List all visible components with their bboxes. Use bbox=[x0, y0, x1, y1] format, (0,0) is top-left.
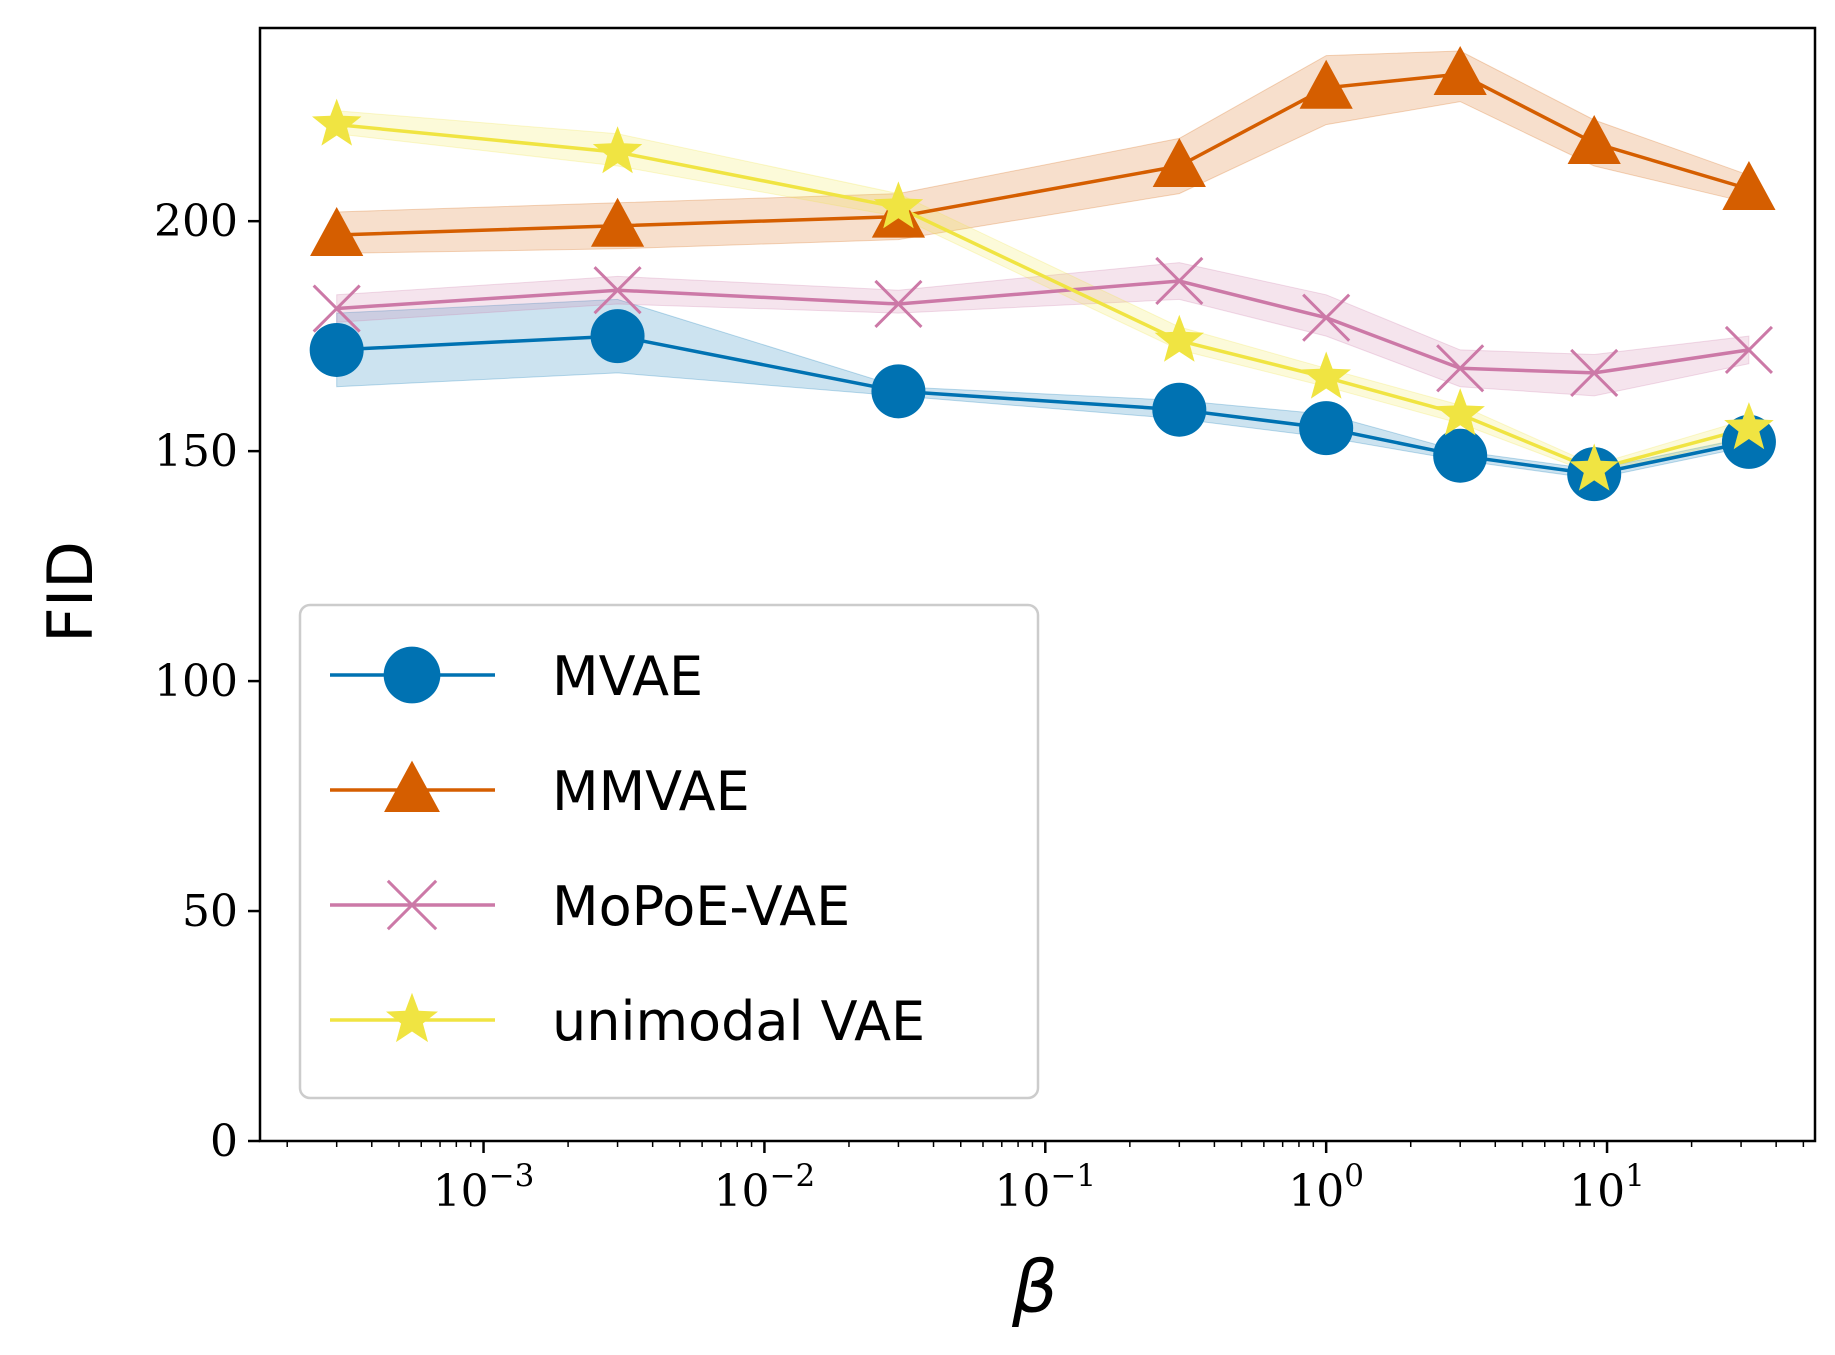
point-mmvae bbox=[590, 197, 645, 247]
point-mmvae bbox=[1567, 114, 1621, 164]
y-tick-label: 150 bbox=[154, 426, 238, 477]
point-mvae bbox=[871, 364, 926, 419]
x-tick-label: 101 bbox=[1569, 1158, 1645, 1217]
legend-items: MVAE MMVAE MoPoE-VAE unimodal VAE bbox=[330, 645, 925, 1053]
legend-label: MMVAE bbox=[552, 760, 750, 823]
legend-item-unimodal-vae: unimodal VAE bbox=[330, 990, 925, 1053]
legend-marker-unimodal-vae bbox=[386, 992, 438, 1043]
y-tick-label: 0 bbox=[210, 1116, 238, 1167]
legend-marker-mvae bbox=[383, 646, 441, 704]
point-mmvae bbox=[310, 206, 364, 256]
point-unimodal-vae bbox=[1435, 388, 1485, 436]
point-unimodal-vae bbox=[1154, 314, 1204, 362]
point-mopoe-vae bbox=[874, 279, 923, 329]
point-unimodal-vae bbox=[312, 98, 362, 146]
point-unimodal-vae bbox=[1301, 351, 1351, 399]
x-axis-title: β bbox=[1011, 1245, 1058, 1329]
point-unimodal-vae bbox=[592, 126, 643, 174]
y-tick-label: 100 bbox=[154, 656, 238, 707]
point-mvae bbox=[1152, 382, 1207, 437]
point-mvae bbox=[590, 309, 645, 364]
point-mopoe-vae bbox=[1436, 344, 1485, 393]
x-axis: 10−3 10−2 10−1 100 101 bbox=[286, 1141, 1805, 1217]
point-mmvae bbox=[1433, 45, 1487, 95]
point-mopoe-vae bbox=[593, 266, 642, 315]
legend-label: unimodal VAE bbox=[552, 990, 925, 1053]
point-unimodal-vae bbox=[1569, 443, 1619, 491]
series-markers bbox=[309, 45, 1776, 502]
x-tick-label: 10−1 bbox=[994, 1158, 1096, 1217]
point-mopoe-vae bbox=[312, 284, 361, 333]
x-tick-label: 100 bbox=[1288, 1158, 1364, 1217]
x-tick-label: 10−2 bbox=[714, 1158, 816, 1217]
point-unimodal-vae bbox=[1724, 402, 1774, 450]
point-mopoe-vae bbox=[1724, 325, 1773, 375]
legend-marker-mmvae bbox=[384, 760, 440, 813]
point-mmvae bbox=[1152, 137, 1206, 187]
point-mvae bbox=[309, 322, 364, 377]
legend: MVAE MMVAE MoPoE-VAE unimodal VAE bbox=[298, 603, 1040, 1100]
legend-item-mmvae: MMVAE bbox=[330, 760, 750, 823]
point-mvae bbox=[1433, 428, 1488, 483]
legend-item-mvae: MVAE bbox=[330, 645, 703, 708]
point-unimodal-vae bbox=[873, 181, 924, 229]
point-mopoe-vae bbox=[1302, 293, 1351, 342]
legend-marker-mopoe-vae bbox=[386, 879, 438, 931]
plot-frame bbox=[258, 26, 1817, 1143]
line-mmvae bbox=[336, 72, 1750, 237]
point-mmvae bbox=[1722, 160, 1776, 210]
y-tick-label: 200 bbox=[154, 196, 238, 247]
point-mvae bbox=[1299, 401, 1354, 456]
legend-item-mopoe-vae: MoPoE-VAE bbox=[330, 875, 850, 938]
y-axis-title: FID bbox=[34, 541, 107, 643]
legend-label: MVAE bbox=[552, 645, 703, 708]
legend-frame bbox=[298, 603, 1040, 1100]
line-mopoe-vae bbox=[336, 279, 1750, 375]
band-mopoe-vae bbox=[336, 262, 1750, 397]
point-mmvae bbox=[1299, 59, 1353, 109]
point-mopoe-vae bbox=[1155, 256, 1204, 306]
point-mopoe-vae bbox=[1570, 348, 1619, 397]
y-axis: 0 50 100 150 200 bbox=[154, 196, 260, 1167]
y-tick-label: 50 bbox=[182, 886, 238, 937]
x-tick-label: 10−3 bbox=[433, 1158, 535, 1217]
legend-label: MoPoE-VAE bbox=[552, 875, 850, 938]
